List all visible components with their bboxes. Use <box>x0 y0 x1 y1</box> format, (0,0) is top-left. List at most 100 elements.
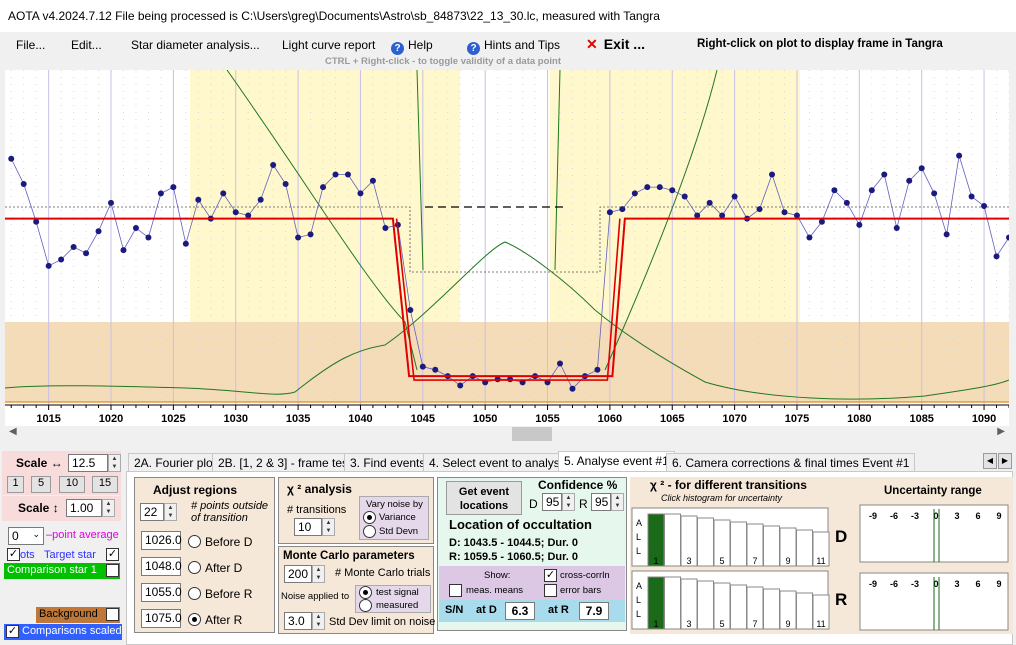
transitions-spinner[interactable]: ▲ ▼ <box>322 518 335 536</box>
tab-frame-test[interactable]: 2B. [1, 2 & 3] - frame test <box>212 453 358 472</box>
confidence-d-input[interactable]: 95 <box>542 493 562 511</box>
std-dev-limit-spinner[interactable]: ▲ ▼ <box>312 612 325 630</box>
before-r-radio[interactable] <box>188 587 201 600</box>
plot-background <box>5 70 1009 426</box>
scale-10-button[interactable]: 10 <box>59 476 85 493</box>
tab-fourier-plot[interactable]: 2A. Fourier plot <box>128 453 223 472</box>
x-tick-label: 1030 <box>223 413 247 425</box>
menu-star-diameter[interactable]: Star diameter analysis... <box>131 38 260 52</box>
show-target-checkbox[interactable]: ✓ <box>7 548 20 561</box>
test-signal-radio[interactable] <box>359 586 372 599</box>
target-star-checkbox[interactable]: ✓ <box>106 548 119 561</box>
trials-spinner[interactable]: ▲ ▼ <box>312 565 325 583</box>
show-options-group <box>439 566 625 600</box>
error-bars-checkbox[interactable] <box>544 584 557 597</box>
meas-means-label: meas. means <box>466 585 524 596</box>
menu-hints[interactable]: ? Hints and Tips <box>467 38 560 55</box>
scroll-thumb[interactable] <box>512 427 552 441</box>
confidence-r-spinner[interactable]: ▲ ▼ <box>611 493 624 511</box>
sn-at-r-label: at R <box>548 604 569 616</box>
data-point <box>145 234 152 241</box>
tab-camera-corrections[interactable]: 6. Camera corrections & final times Even… <box>666 453 916 472</box>
background-swatch <box>36 607 120 623</box>
tab-find-events[interactable]: 3. Find events <box>344 453 432 472</box>
histogram-axis-letter: A <box>636 518 642 528</box>
confidence-r-input[interactable]: 95 <box>591 493 611 511</box>
after-r-radio[interactable] <box>188 613 201 626</box>
get-event-locations-button[interactable]: Get event locations <box>446 481 522 515</box>
scroll-left-icon[interactable]: ◀ <box>9 426 17 437</box>
after-r-input[interactable]: 1075.0 <box>141 609 182 628</box>
points-outside-input[interactable]: 22 <box>140 503 164 521</box>
std-devn-radio[interactable] <box>363 525 376 538</box>
tab-select-event[interactable]: 4. Select event to analyse <box>423 453 573 472</box>
transitions-input[interactable]: 10 <box>294 518 322 536</box>
std-dev-limit-input[interactable]: 3.0 <box>284 612 312 630</box>
menu-help[interactable]: ? Help <box>391 38 433 55</box>
point-average-select[interactable]: 0 ⌄ <box>8 527 44 545</box>
before-r-input[interactable]: 1055.0 <box>141 583 182 602</box>
title-bar: AOTA v4.2024.7.12 File being processed i… <box>0 0 1016 32</box>
uncertainty-tick: 6 <box>975 511 980 521</box>
menu-file[interactable]: File... <box>16 38 46 52</box>
light-curve-plot[interactable]: 1015 1020 1025 1030 1035 1040 1045 1050 1055 1060… <box>4 69 1012 426</box>
background-checkbox[interactable] <box>106 608 119 621</box>
menu-light-curve-report[interactable]: Light curve report <box>282 38 376 52</box>
scale-h-spinner[interactable]: ▲ ▼ <box>108 454 121 472</box>
data-point <box>232 209 239 216</box>
points-outside-spinner[interactable]: ▲ ▼ <box>164 503 177 521</box>
after-d-radio[interactable] <box>188 561 201 574</box>
target-star-label: Target star <box>44 549 96 561</box>
left-panel: Scale ↔ 12.5 ▲ ▼ 1 5 10 15 Scale ↕ 1.00 ▲… <box>2 450 122 645</box>
meas-means-checkbox[interactable] <box>449 584 462 597</box>
uncertainty-svg[interactable]: -9 -6 -3 0 3 6 9 -9 -6 -3 0 3 6 9 <box>856 477 1013 634</box>
light-curve-svg[interactable]: 1015 1020 1025 1030 1035 1040 1045 1050 1055 1060… <box>4 69 1012 426</box>
confidence-d-spinner[interactable]: ▲ ▼ <box>562 493 575 511</box>
vary-noise-label: Vary noise by <box>366 499 423 510</box>
comparisons-scaled-label: Comparisons scaled <box>22 625 122 637</box>
tab-analyse-event[interactable]: 5. Analyse event #1 <box>558 451 675 472</box>
data-point <box>182 240 189 247</box>
scale-v-input[interactable]: 1.00 <box>66 499 102 517</box>
measured-label: measured <box>376 600 419 611</box>
scroll-right-icon[interactable]: ▶ <box>997 426 1005 437</box>
uncertainty-tick: 9 <box>996 579 1001 589</box>
scale-h-input[interactable]: 12.5 <box>68 454 108 472</box>
menu-exit[interactable]: ✕ Exit ... <box>586 36 645 53</box>
histogram-bar <box>812 531 830 567</box>
uncertainty-tick: -3 <box>911 511 919 521</box>
menu-edit[interactable]: Edit... <box>71 38 102 52</box>
after-d-input[interactable]: 1048.0 <box>141 557 182 576</box>
fit-lines <box>5 217 1009 381</box>
scale-15-button[interactable]: 15 <box>92 476 118 493</box>
before-d-radio[interactable] <box>188 535 201 548</box>
data-point <box>793 212 800 219</box>
point-average-value: 0 <box>12 529 19 543</box>
model-overlays <box>4 69 1010 403</box>
x-tick-label: 1060 <box>598 413 622 425</box>
variance-radio[interactable] <box>363 511 376 524</box>
scale-1-button[interactable]: 1 <box>7 476 24 493</box>
before-d-input[interactable]: 1026.0 <box>141 531 182 550</box>
histogram-axis-letter: L <box>636 609 641 619</box>
histogram-axis-letter: L <box>636 546 641 556</box>
measured-radio[interactable] <box>359 599 372 612</box>
help-icon: ? <box>467 42 480 55</box>
plot-scrollbar[interactable]: ◀ ▶ <box>5 426 1009 441</box>
trials-input[interactable]: 200 <box>284 565 312 583</box>
scale-v-spinner[interactable]: ▲ ▼ <box>102 499 115 517</box>
sn-label: S/N <box>445 604 464 616</box>
data-point <box>569 385 576 392</box>
comparison-star-checkbox[interactable] <box>106 564 119 577</box>
tab-scroll-left-icon[interactable]: ◀ <box>983 453 997 469</box>
chi2-curve-left <box>226 69 418 371</box>
data-point <box>307 231 314 238</box>
data-point <box>70 243 77 250</box>
data-point <box>656 184 663 191</box>
comparisons-scaled-checkbox[interactable]: ✓ <box>6 625 19 638</box>
tab-scroll-right-icon[interactable]: ▶ <box>998 453 1012 469</box>
histogram-tick: 9 <box>785 556 790 566</box>
cross-corrln-checkbox[interactable]: ✓ <box>544 569 557 582</box>
scale-5-button[interactable]: 5 <box>31 476 51 493</box>
